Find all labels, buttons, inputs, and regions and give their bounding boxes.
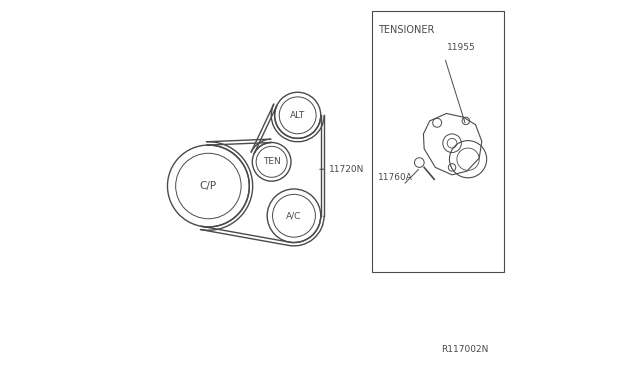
Text: TENSIONER: TENSIONER [378,25,434,35]
Text: 11720N: 11720N [320,165,365,174]
Text: R117002N: R117002N [442,345,489,354]
Text: 11760A: 11760A [378,173,413,182]
Text: TEN: TEN [263,157,280,166]
Text: ALT: ALT [290,111,305,120]
Text: 11955: 11955 [447,43,476,52]
Text: C/P: C/P [200,181,217,191]
Text: A/C: A/C [286,211,301,220]
Bar [372,11,504,272]
